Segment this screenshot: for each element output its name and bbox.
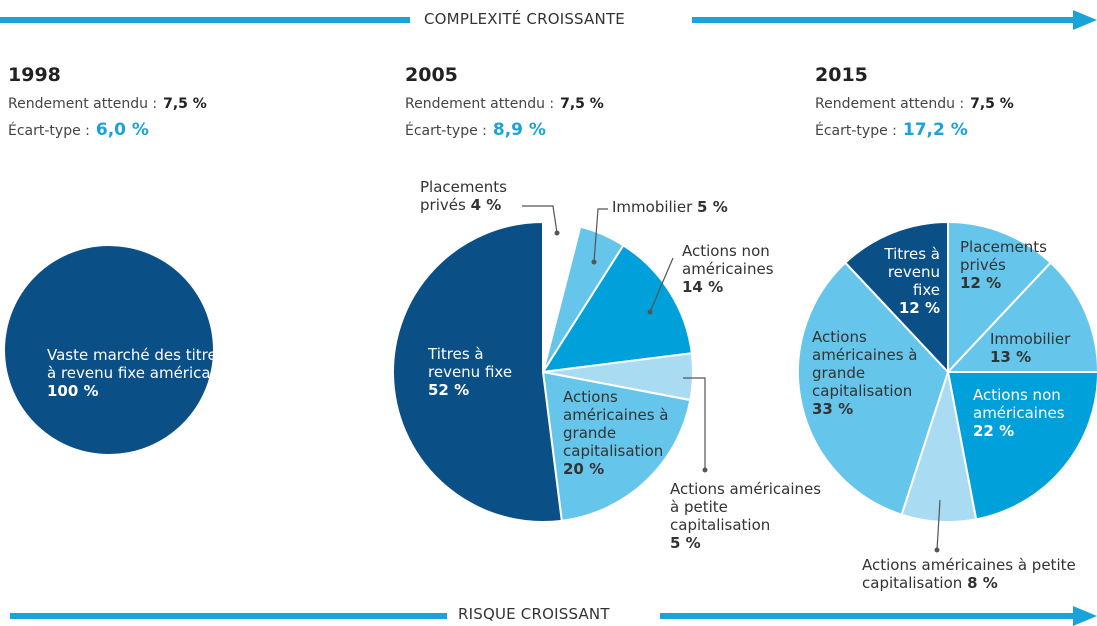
stat-label: Rendement attendu : [405, 96, 555, 112]
slice-value-label: 12 % [898, 299, 940, 317]
slice-category: Placements privés [420, 178, 507, 214]
slice-value-label: 33 % [812, 400, 854, 418]
leader-dot [702, 467, 708, 473]
leader-dot [554, 230, 560, 236]
stat-value: 7,5 % [560, 96, 604, 112]
slice-value-label: 8 % [967, 574, 998, 592]
stat-value: 17,2 % [902, 120, 968, 140]
slice-category: Actions non américaines [973, 386, 1065, 422]
slice-category: Immobilier [612, 198, 693, 216]
slice-label: Titres à revenu fixe 12 % [860, 245, 940, 317]
slice-value-label: 14 % [682, 278, 724, 296]
stat-value: 7,5 % [163, 96, 207, 112]
stat-label: Rendement attendu : [8, 96, 158, 112]
footer: RISQUE CROISSANT [458, 605, 610, 623]
leader-dot [647, 309, 653, 315]
stat: Rendement attendu : 7,5 % [405, 96, 604, 112]
stat: Écart-type : 6,0 % [8, 120, 149, 140]
slice-value-label: 13 % [990, 348, 1032, 366]
pie-slice [947, 220, 1053, 375]
slice-label: Actions non américaines 22 % [973, 386, 1088, 440]
pie-slice [797, 261, 950, 516]
slice-category: Actions américaines à petite capitalisat… [670, 480, 822, 534]
slice-category: Actions américaines à petite capitalisat… [862, 556, 1076, 592]
stat-label: Rendement attendu : [815, 96, 965, 112]
stat: Écart-type : 8,9 % [405, 120, 546, 140]
slice-category: Actions non américaines [682, 242, 774, 278]
slice-category: Placements privés [960, 238, 1047, 274]
stat: Écart-type : 17,2 % [815, 120, 968, 140]
stat: Rendement attendu : 7,5 % [8, 96, 207, 112]
arrow-bar [10, 613, 447, 619]
slice-value-label: 100 % [47, 382, 99, 400]
year: 1998 [8, 64, 61, 86]
slice-value-label: 5 % [697, 198, 728, 216]
leader-line [649, 257, 674, 313]
slice-category: Titres à revenu fixe [884, 245, 940, 299]
leader-line [936, 499, 941, 551]
leader-dot [934, 547, 940, 553]
slice-category: Actions américaines à grande capitalisat… [563, 388, 669, 460]
slice-label: Actions américaines à grande capitalisat… [563, 388, 703, 478]
slice-category: Titres à revenu fixe [428, 345, 513, 381]
slice-value-label: 20 % [563, 460, 605, 478]
arrow-bar [660, 613, 1077, 619]
arrow-bar [692, 17, 1077, 23]
leader-line [683, 377, 706, 470]
slice-label: Actions américaines à petite capitalisat… [862, 556, 1092, 592]
slice-label: Actions américaines à petite capitalisat… [670, 480, 830, 552]
slice-label: Actions non américaines 14 % [682, 242, 802, 296]
slice-value-label: 12 % [960, 274, 1002, 292]
stat-label: Écart-type : [815, 123, 897, 139]
arrowhead [1073, 10, 1097, 30]
pie-slice [945, 261, 1097, 373]
leader-dot [591, 259, 597, 265]
slice-category: Immobilier [990, 330, 1071, 348]
stat-label: Écart-type : [405, 123, 487, 139]
slice-category: Vaste marché des titres à revenu fixe am… [47, 346, 225, 382]
leader-line [593, 208, 608, 263]
pie-slice [541, 370, 692, 522]
slice-value-label: 52 % [428, 381, 470, 399]
slice-value-label: 4 % [470, 196, 502, 214]
slice-value-label: 22 % [973, 422, 1015, 440]
slice-label: Placements privés 4 % [420, 178, 530, 214]
slice-label: Titres à revenu fixe 52 % [428, 345, 538, 399]
stat-value: 6,0 % [95, 120, 149, 140]
stat-value: 8,9 % [492, 120, 546, 140]
arrow-bar [0, 17, 410, 23]
pie-slice [541, 243, 693, 374]
pie-slice [843, 220, 949, 375]
slice-label: Immobilier 13 % [990, 330, 1094, 366]
slice-label: Immobilier 5 % [612, 198, 772, 216]
slice-label: Vaste marché des titres à revenu fixe am… [47, 346, 237, 400]
year: 2005 [405, 64, 458, 86]
header: COMPLEXITÉ CROISSANTE [424, 10, 625, 28]
pie-slice [392, 220, 563, 523]
year: 2015 [815, 64, 868, 86]
slice-label: Placements privés 12 % [960, 238, 1070, 292]
pie-slice [946, 371, 1097, 521]
slice-label: Actions américaines à grande capitalisat… [812, 328, 952, 418]
stat: Rendement attendu : 7,5 % [815, 96, 1014, 112]
slice-category: Actions américaines à grande capitalisat… [812, 328, 918, 400]
stat-value: 7,5 % [970, 96, 1014, 112]
leader-line [522, 205, 558, 234]
arrowhead [1073, 606, 1097, 626]
stat-label: Écart-type : [8, 123, 90, 139]
pie-slice [5, 246, 213, 454]
slice-value-label: 5 % [670, 534, 701, 552]
